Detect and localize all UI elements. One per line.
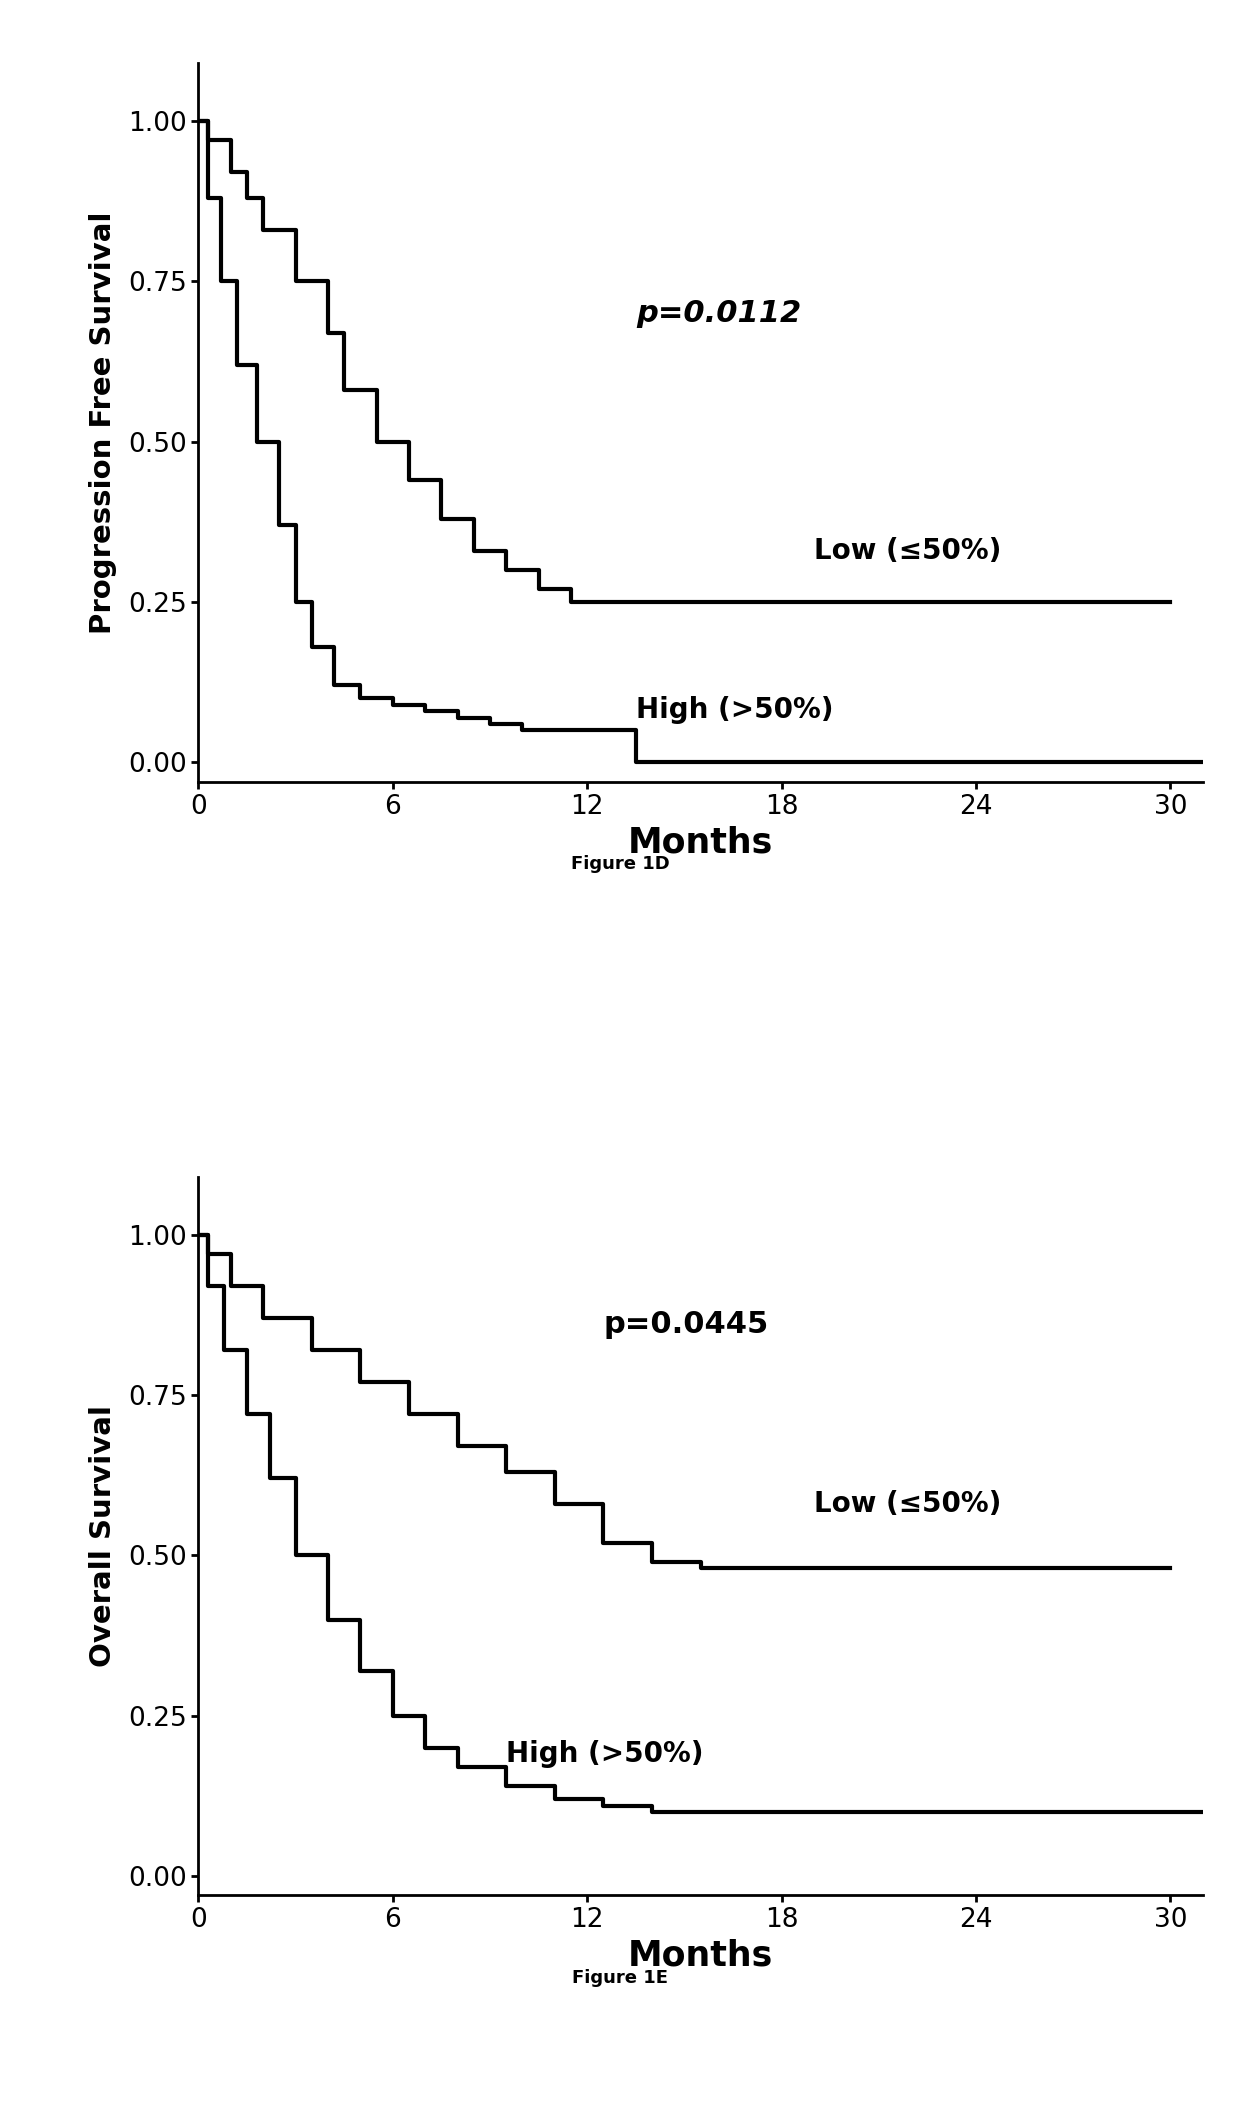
Text: Low (≤50%): Low (≤50%) <box>813 537 1002 564</box>
X-axis label: Months: Months <box>627 1940 774 1973</box>
Text: p=0.0445: p=0.0445 <box>604 1310 769 1339</box>
Text: Figure 1E: Figure 1E <box>572 1969 668 1988</box>
Text: p=0.0112: p=0.0112 <box>636 299 801 329</box>
Text: High (>50%): High (>50%) <box>636 695 833 724</box>
Text: Figure 1D: Figure 1D <box>570 855 670 874</box>
Text: Low (≤50%): Low (≤50%) <box>813 1491 1002 1518</box>
Text: High (>50%): High (>50%) <box>506 1740 704 1769</box>
X-axis label: Months: Months <box>627 826 774 859</box>
Y-axis label: Overall Survival: Overall Survival <box>89 1405 117 1668</box>
Y-axis label: Progression Free Survival: Progression Free Survival <box>89 211 117 634</box>
